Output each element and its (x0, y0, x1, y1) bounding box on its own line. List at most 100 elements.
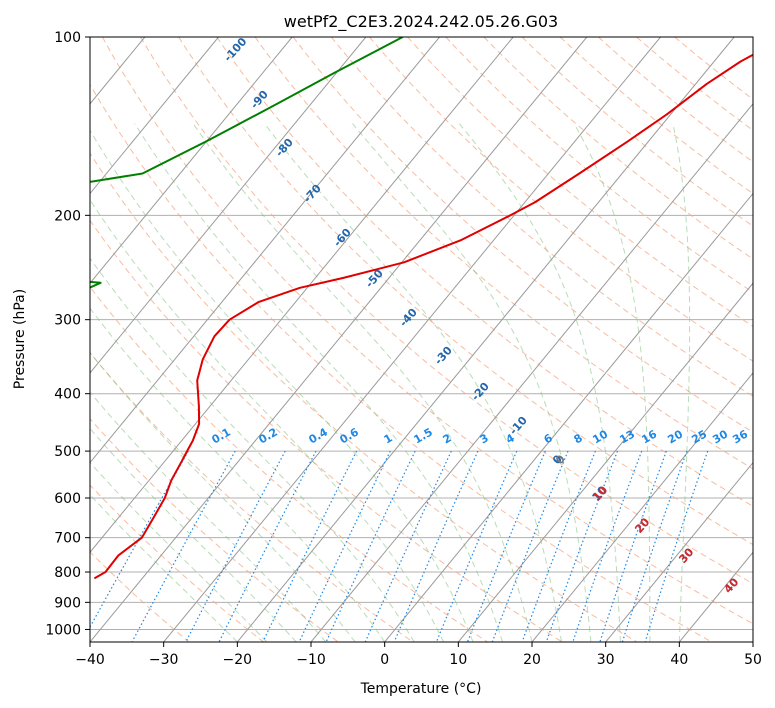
temperature-line (93, 53, 753, 580)
adiabat-labels: -100-90-80-70-60-50-40-30-20-10010203040… (210, 35, 751, 596)
profile-lines (90, 37, 753, 580)
isotherm-line (90, 37, 588, 642)
mixing-ratio-line (621, 450, 688, 642)
dry-adiabat-label: -30 (432, 344, 455, 368)
dry-adiabat-label: -60 (331, 226, 354, 250)
mixing-ratio-label: 13 (617, 428, 637, 447)
x-axis-label: Temperature (°C) (360, 681, 482, 697)
dry-adiabat-line (90, 551, 190, 642)
moist-adiabat-line (90, 461, 268, 642)
dry-adiabat-line (292, 37, 753, 433)
y-tick-label: 400 (54, 387, 81, 403)
dry-adiabat-line (90, 286, 488, 642)
isotherm-line (90, 37, 514, 554)
moist-adiabat-line (90, 129, 474, 642)
moist-adiabat-line (90, 199, 445, 642)
y-tick-label: 800 (54, 565, 81, 581)
mixing-ratio-label: 1.5 (412, 425, 435, 446)
y-axis-ticks: 100 200 300 400 500 600 700 800 900 1000 (45, 30, 90, 638)
isotherm-line (457, 282, 753, 642)
x-tick-label: 20 (523, 652, 541, 668)
moist-adiabat-line (90, 427, 297, 642)
isotherm-line (531, 372, 753, 642)
plot-frame (89, 36, 754, 643)
mixing-ratio-line (466, 450, 546, 642)
y-tick-label: 600 (54, 491, 81, 507)
mixing-ratio-label: 0.2 (257, 425, 280, 446)
mixing-ratio-line (644, 450, 709, 642)
mixing-ratio-line (131, 450, 236, 642)
moist-adiabat-line (90, 351, 356, 642)
y-tick-label: 500 (54, 444, 81, 460)
isotherm-line (236, 37, 735, 642)
mixing-ratio-line (572, 450, 643, 642)
y-axis-label: Pressure (hPa) (12, 289, 28, 389)
y-tick-label: 1000 (45, 622, 81, 638)
mixing-ratio-line (185, 450, 286, 642)
dry-adiabat-label: -80 (273, 136, 296, 160)
isotherm-line (310, 103, 753, 642)
plot-area: -100-90-80-70-60-50-40-30-20-10010203040… (90, 35, 753, 642)
x-tick-label: 40 (670, 652, 688, 668)
dry-adiabat-line (140, 37, 753, 585)
dry-adiabat-line (216, 37, 753, 507)
x-axis-ticks: −40 −30 −20 −10 0 10 20 30 40 50 (75, 642, 762, 668)
x-tick-label: −10 (296, 652, 326, 668)
x-tick-label: −30 (149, 652, 179, 668)
isotherm-line (605, 461, 753, 642)
x-tick-label: 50 (744, 652, 762, 668)
isotherm-line (163, 37, 661, 642)
isotherm-line (678, 551, 753, 642)
x-tick-label: −40 (75, 652, 105, 668)
mixing-ratio-label: 0.1 (210, 425, 233, 446)
x-tick-label: −20 (223, 652, 253, 668)
mixing-ratio-label: 20 (665, 427, 685, 446)
dry-adiabat-label: -100 (221, 35, 249, 64)
mixing-ratio-label: 3 (478, 431, 491, 446)
moist-adiabat-line (672, 123, 691, 642)
x-tick-label: 30 (597, 652, 615, 668)
dry-adiabat-line (90, 83, 712, 642)
dry-adiabat-line (636, 37, 753, 131)
y-tick-label: 900 (54, 595, 81, 611)
dry-adiabat-line (369, 37, 753, 362)
x-tick-label: 10 (449, 652, 467, 668)
dry-adiabat-line (90, 219, 563, 642)
mixing-ratio-line (218, 450, 317, 642)
dry-adiabat-line (330, 37, 753, 397)
chart-title: wetPf2_C2E3.2024.242.05.26.G03 (284, 12, 558, 32)
moist-adiabat-line (134, 123, 503, 642)
y-tick-label: 100 (54, 30, 81, 46)
dry-adiabat-line (101, 37, 753, 625)
dry-adiabat-line (407, 37, 753, 327)
dry-adiabat-line (521, 37, 753, 227)
dry-adiabats (90, 37, 753, 642)
mixing-ratio-label: 36 (730, 427, 750, 446)
mixing-ratio-label: 1 (382, 431, 395, 446)
mixing-ratio-line (364, 450, 452, 642)
mixing-ratio-line (435, 450, 518, 642)
dry-adiabat-line (90, 418, 339, 642)
mixing-ratio-label: 10 (590, 427, 610, 446)
isotherm-line (90, 37, 293, 284)
isotherm-line (752, 641, 753, 642)
mixing-ratio-label: 2 (441, 431, 454, 446)
moist-adiabat-label: 30 (676, 545, 696, 565)
dry-adiabat-line (90, 484, 264, 642)
mixing-ratio-lines (90, 450, 709, 642)
dry-adiabat-line (90, 152, 638, 642)
moist-adiabat-line (90, 307, 386, 642)
isotherm-line (90, 37, 440, 464)
dry-adiabat-line (90, 352, 414, 642)
isotherm-line (90, 37, 219, 195)
moist-adiabats (90, 123, 691, 642)
dry-adiabat-line (559, 37, 753, 195)
mixing-ratio-label: 16 (639, 427, 659, 446)
isotherm-grid (90, 37, 753, 642)
moist-adiabat-line (573, 123, 651, 642)
y-tick-label: 300 (54, 313, 81, 329)
moist-adiabat-line (264, 123, 562, 642)
mixing-ratio-line (545, 450, 619, 642)
moist-adiabat-line (458, 123, 621, 642)
